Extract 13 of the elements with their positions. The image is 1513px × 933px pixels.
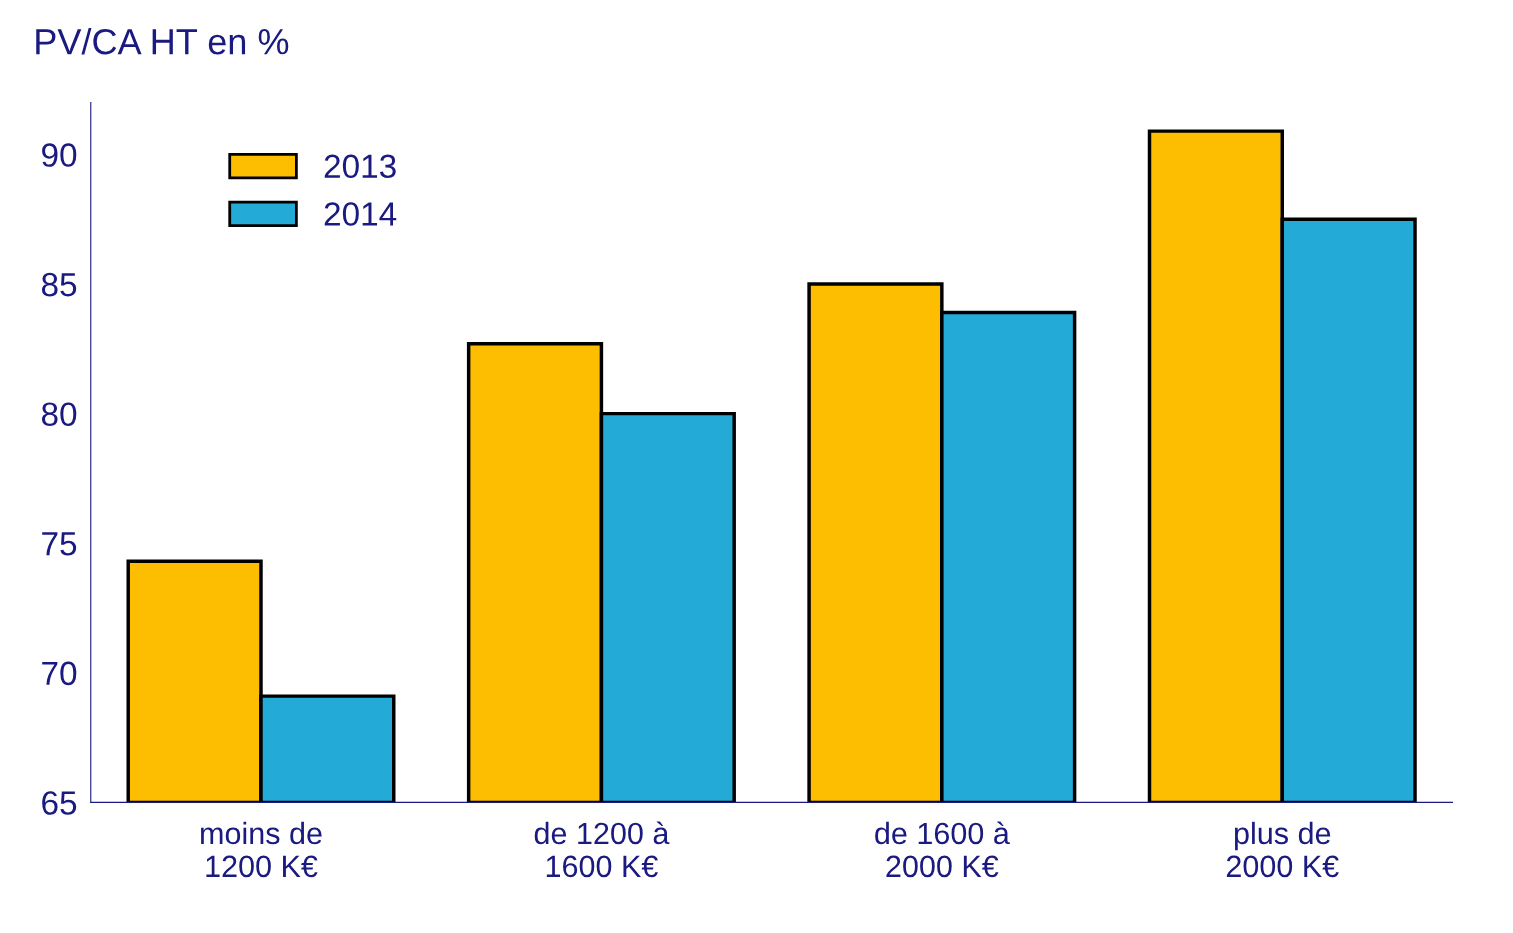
x-tick-label: moins de 1200 K€ [201, 821, 322, 878]
chart-title: PV/CA HT en % [36, 27, 289, 55]
y-tick-label: 85 [41, 272, 77, 297]
x-tick-label: de 1200 à 1600 K€ [534, 821, 670, 878]
x-tick-label: de 1600 à 2000 K€ [875, 821, 1010, 878]
legend-label: 2014 [324, 202, 397, 226]
y-tick-label: 70 [42, 661, 77, 686]
y-tick-label: 80 [41, 402, 77, 427]
y-tick-label: 90 [42, 143, 77, 167]
x-tick-label: plus de 2000 K€ [1226, 821, 1339, 878]
y-tick-label: 65 [42, 791, 77, 815]
y-tick-label: 75 [42, 532, 77, 556]
legend-label: 2013 [324, 154, 396, 179]
